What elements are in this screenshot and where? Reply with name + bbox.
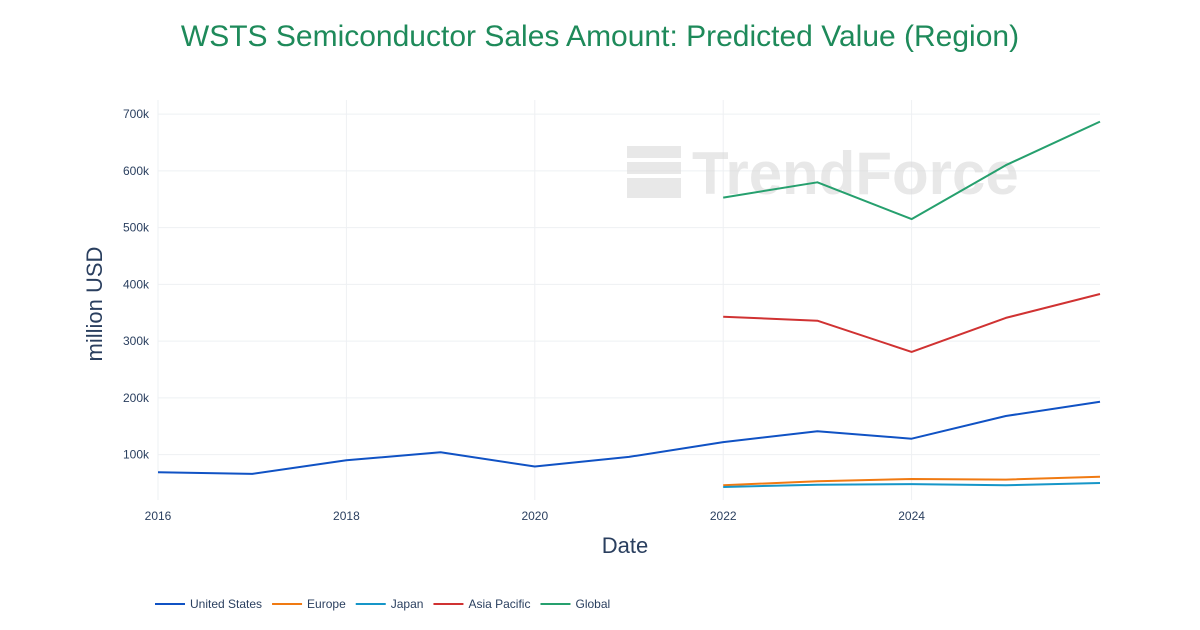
gridlines [157,100,1100,500]
x-tick-label: 2024 [898,509,925,523]
x-axis-title: Date [602,533,648,558]
series-line-global [723,120,1101,221]
y-tick-label: 100k [123,448,150,462]
x-tick-label: 2016 [145,509,172,523]
x-tick-label: 2022 [710,509,737,523]
legend-label: United States [190,597,262,611]
chart-title: WSTS Semiconductor Sales Amount: Predict… [180,20,1020,53]
series-line-japan [723,482,1101,488]
series-line-united-states [157,400,1101,475]
series-line-europe [723,475,1101,487]
y-axis-ticks: 100k 200k 300k 400k 500k 600k 700k [123,107,150,461]
y-tick-label: 500k [123,221,150,235]
y-tick-label: 400k [123,277,150,291]
series-line-asia-pacific [723,293,1101,353]
series-lines [157,120,1101,488]
y-axis-title: million USD [82,247,107,362]
y-tick-label: 700k [123,107,150,121]
legend-label: Asia Pacific [468,597,530,611]
y-tick-label: 600k [123,164,150,178]
x-tick-label: 2020 [521,509,548,523]
y-tick-label: 200k [123,391,150,405]
legend-item-global[interactable]: Global [540,597,610,611]
y-tick-label: 300k [123,334,150,348]
x-axis-ticks: 2016 2018 2020 2022 2024 [145,509,926,523]
legend-item-japan[interactable]: Japan [355,597,424,611]
watermark-text: TrendForce [692,140,1019,207]
legend-item-united-states[interactable]: United States [155,597,262,611]
legend-item-asia-pacific[interactable]: Asia Pacific [433,597,530,611]
legend-item-europe[interactable]: Europe [272,597,346,611]
watermark: TrendForce [627,140,1019,207]
legend-label: Europe [307,597,346,611]
legend-label: Global [575,597,610,611]
legend: United States Europe Japan Asia Pacific Glob… [155,597,610,611]
legend-label: Japan [391,597,424,611]
x-tick-label: 2018 [333,509,360,523]
